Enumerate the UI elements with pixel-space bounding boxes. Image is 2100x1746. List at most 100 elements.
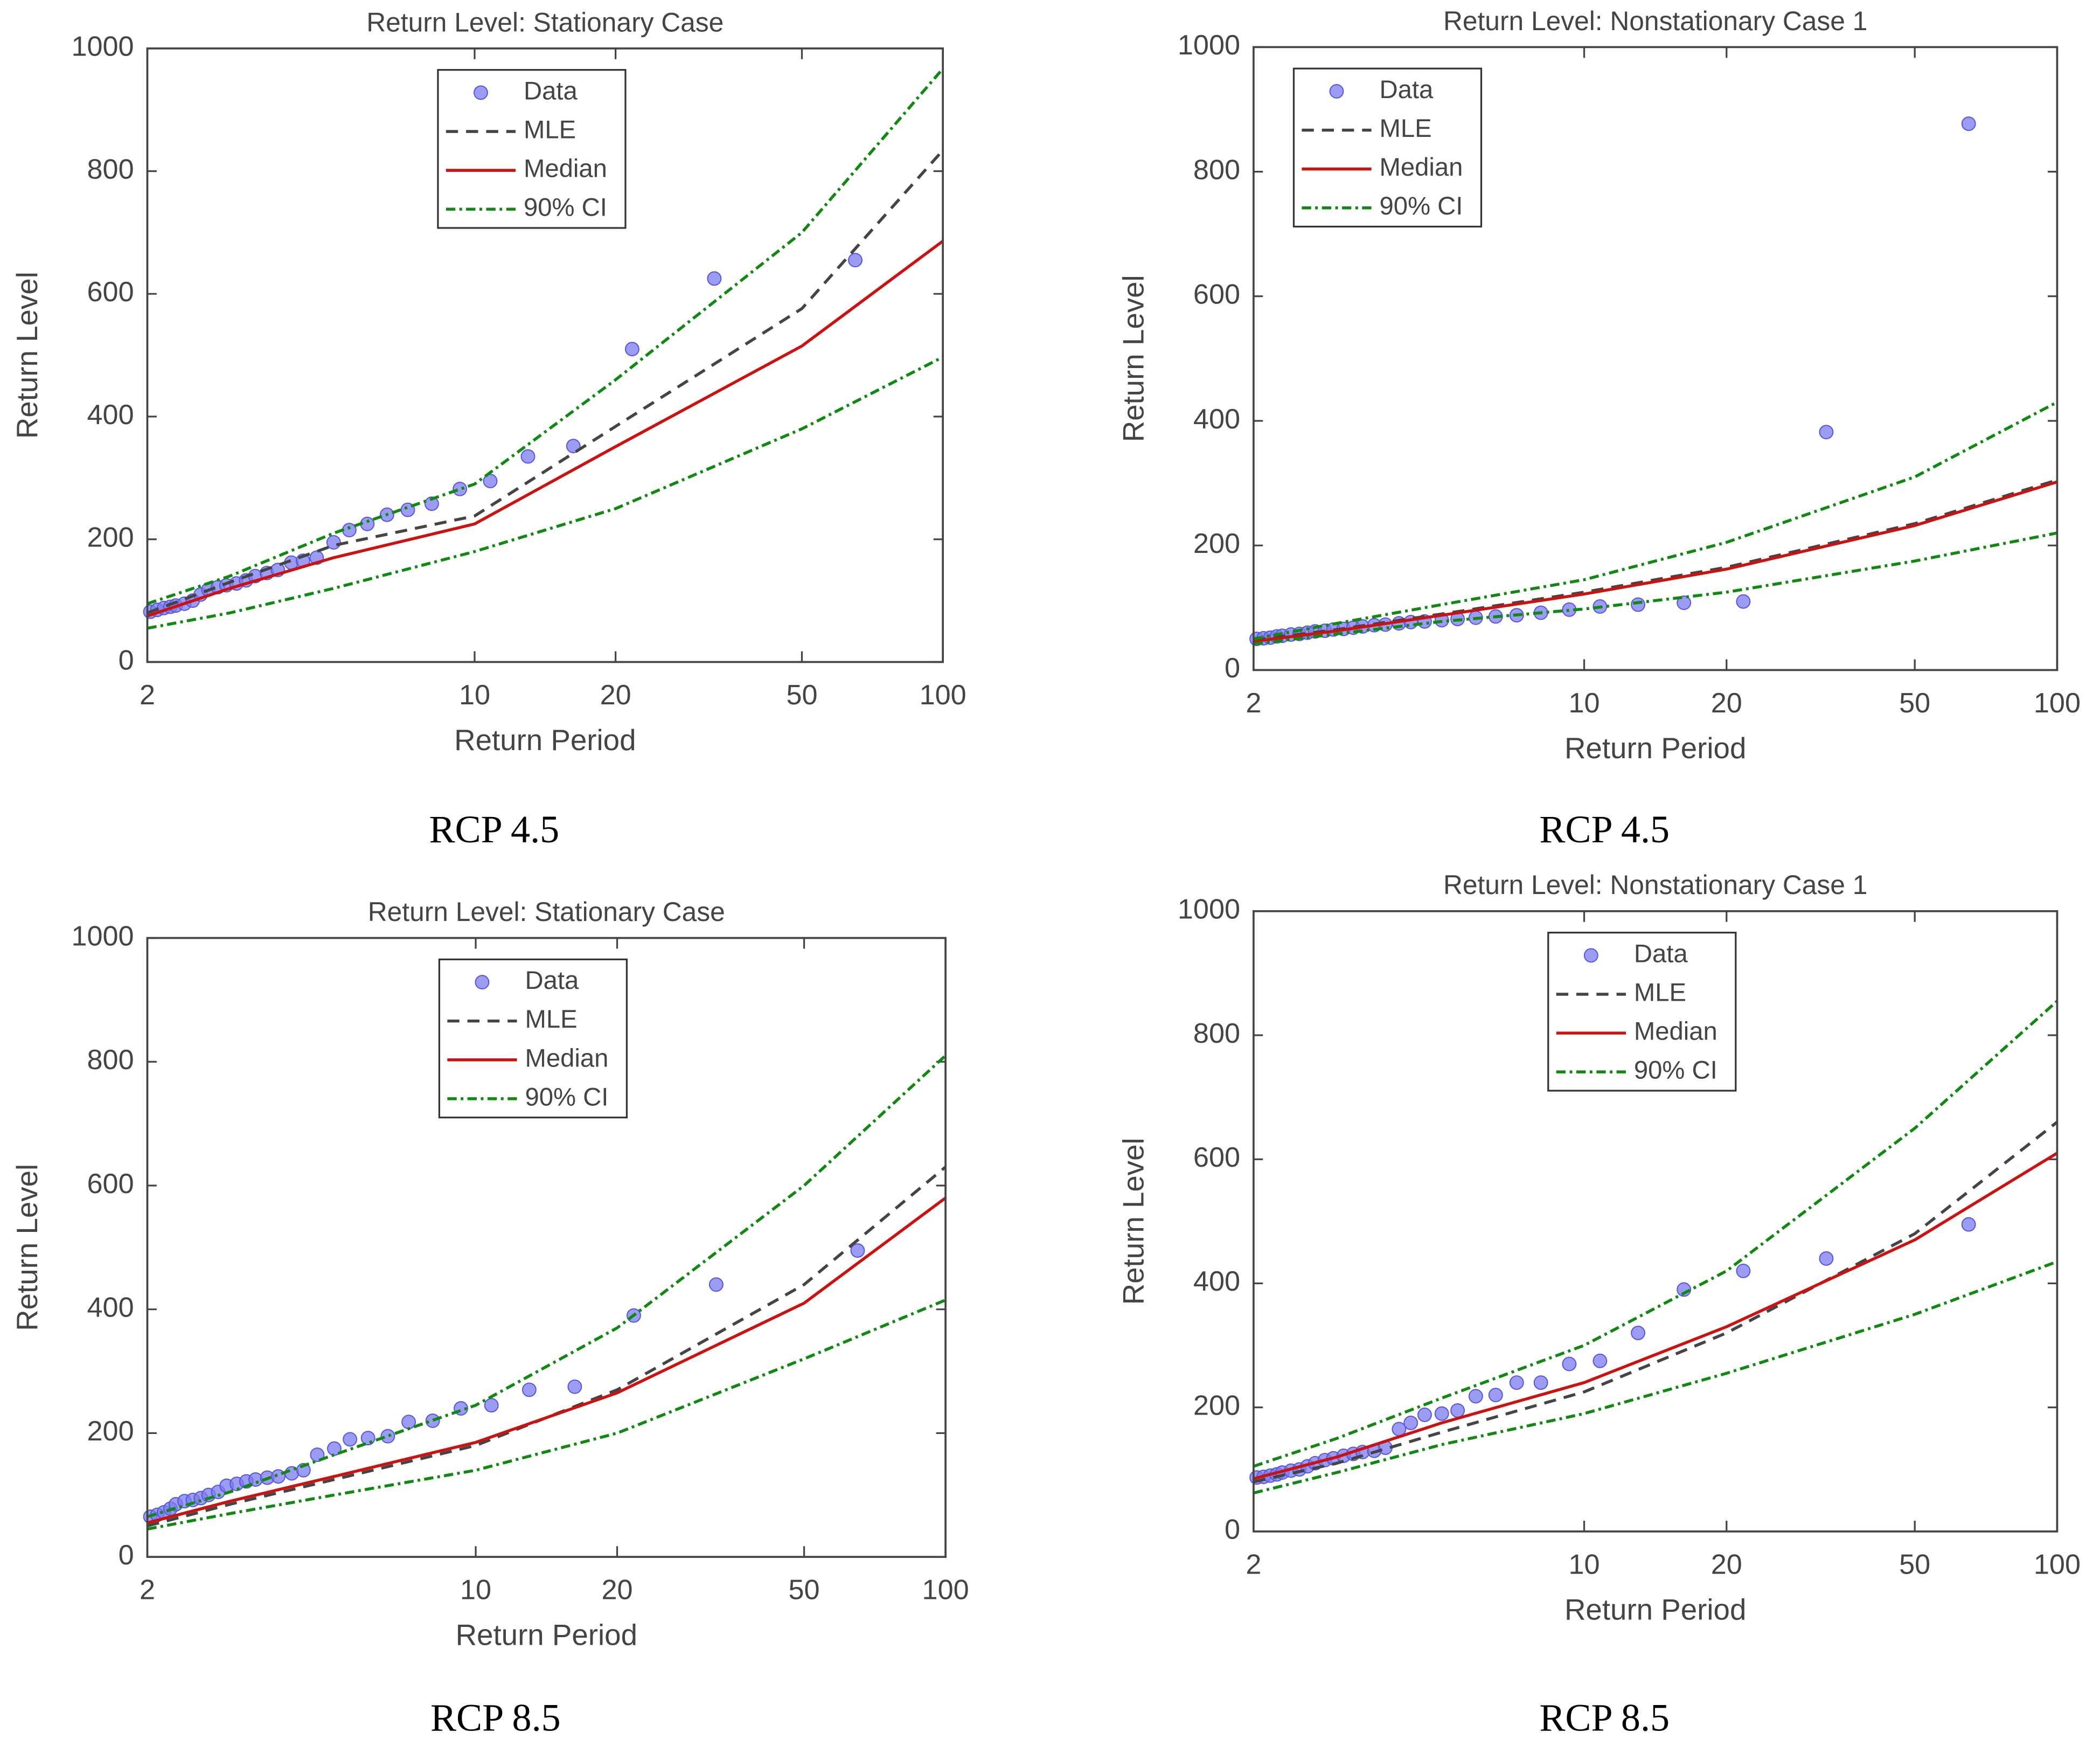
data-point [326,535,341,550]
curve [147,67,944,605]
y-tick-label: 800 [87,1044,134,1076]
legend-marker [474,85,488,100]
data-point [360,1431,376,1445]
x-axis-label: Return Period [1564,731,1746,765]
x-tick-label: 50 [1899,688,1930,719]
curve [1253,1000,2059,1468]
legend-label: MLE [525,1005,578,1034]
data-point [380,1429,395,1444]
data-point [850,1243,865,1258]
data-point [1403,1416,1418,1430]
legend-label: 90% CI [525,1083,609,1111]
legend-marker [1583,948,1598,963]
data-point [1736,1264,1751,1278]
legend-label: Median [1380,153,1463,182]
x-tick-label: 100 [922,1575,969,1606]
data-point [453,481,467,496]
y-tick-label: 1000 [71,31,134,63]
legend-box [1547,932,1737,1092]
x-axis-label: Return Period [456,1618,637,1652]
x-tick-label: 20 [600,680,631,711]
data-point [1488,1388,1503,1403]
legend-box [1292,67,1483,228]
x-tick-label: 20 [1711,1549,1742,1580]
data-point [1961,116,1976,131]
y-axis-label: Return Level [1117,275,1150,442]
caption: RCP 4.5 [429,808,559,851]
legend-label: Median [525,1044,609,1072]
curve [147,1298,947,1531]
curve [147,1054,947,1519]
data-point [1468,1389,1483,1404]
y-tick-label: 200 [1193,528,1240,559]
caption: RCP 8.5 [1539,1696,1670,1739]
legend-box [438,958,628,1119]
y-tick-label: 1000 [71,920,134,952]
legend-marker [1329,84,1344,99]
y-tick-label: 800 [1193,154,1240,185]
chart-title: Return Level: Nonstationary Case 1 [1443,6,1867,36]
axes-box [1253,46,2059,671]
chart-title: Return Level: Nonstationary Case 1 [1443,870,1867,900]
y-tick-label: 400 [87,1292,134,1323]
axes-box [146,47,944,663]
data-point [1819,1251,1834,1266]
data-point [708,1277,724,1292]
y-tick-label: 0 [1225,653,1240,684]
legend-label: MLE [1380,114,1432,143]
curve [147,1196,947,1525]
x-tick-label: 20 [1711,688,1742,719]
x-tick-label: 2 [140,1575,155,1606]
data-point [425,1413,440,1428]
data-point [624,342,639,357]
data-point [1819,425,1834,440]
y-tick-label: 0 [119,1540,134,1571]
x-tick-label: 2 [1246,1549,1261,1580]
curve [1253,1152,2058,1480]
x-tick-label: 20 [602,1575,633,1606]
data-point [521,1382,537,1397]
x-tick-label: 2 [140,680,155,711]
curve [1253,400,2058,641]
data-point [520,449,536,464]
curve [147,356,944,630]
y-tick-label: 0 [1225,1514,1240,1546]
y-tick-label: 400 [1193,404,1240,435]
data-point [1677,595,1692,610]
x-tick-label: 100 [2034,688,2081,719]
data-point [343,1432,358,1447]
chart-title: Return Level: Stationary Case [366,7,724,37]
data-point [1509,1375,1524,1390]
data-point [1450,1403,1465,1418]
curve [1253,531,2057,646]
x-axis-label: Return Period [454,723,636,757]
curve [147,240,944,618]
curve [1253,1260,2058,1495]
legend-label: Median [1634,1017,1717,1046]
caption: RCP 8.5 [430,1696,561,1739]
legend-label: MLE [524,115,576,144]
x-tick-label: 100 [920,680,966,711]
x-tick-label: 50 [789,1575,820,1606]
y-tick-label: 200 [1193,1390,1240,1421]
legend-box [437,69,627,229]
y-tick-label: 600 [1193,279,1240,310]
y-tick-label: 200 [87,1416,134,1447]
x-tick-label: 2 [1246,688,1261,719]
x-tick-label: 10 [459,680,490,711]
chart-title: Return Level: Stationary Case [368,897,725,927]
data-point [425,496,439,511]
legend-label: MLE [1634,978,1686,1007]
curve [147,149,944,614]
data-point [1417,1408,1432,1422]
axes-box [1253,910,2059,1533]
y-tick-label: 600 [87,276,134,308]
x-tick-label: 100 [2034,1549,2081,1580]
axes-box [146,937,947,1558]
legend-label: Median [524,155,607,183]
data-point [1961,1217,1976,1232]
x-tick-label: 50 [1899,1549,1930,1580]
data-point [848,253,863,268]
data-point [401,1415,416,1430]
